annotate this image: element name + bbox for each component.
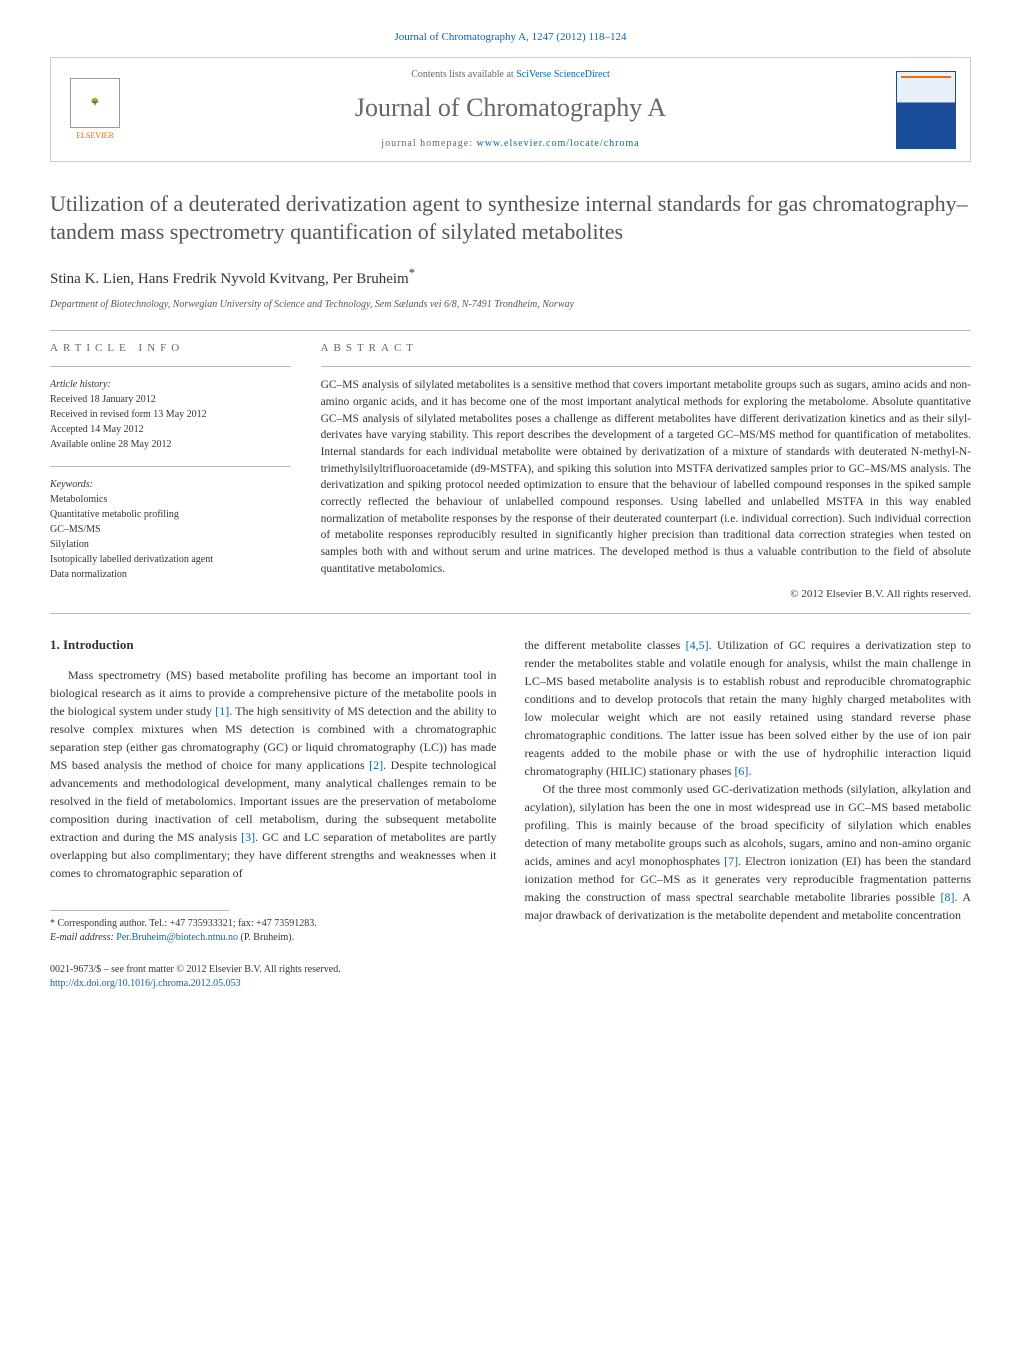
- header-center: Contents lists available at SciVerse Sci…: [139, 68, 882, 150]
- keyword: Quantitative metabolic profiling: [50, 507, 291, 522]
- info-abstract-row: article info Article history: Received 1…: [50, 341, 971, 603]
- elsevier-logo: 🌳 ELSEVIER: [65, 75, 125, 145]
- introduction-heading: 1. Introduction: [50, 636, 497, 654]
- keyword: Data normalization: [50, 567, 291, 582]
- contents-prefix: Contents lists available at: [411, 69, 516, 80]
- keyword: GC–MS/MS: [50, 522, 291, 537]
- keyword: Silylation: [50, 537, 291, 552]
- article-history: Article history: Received 18 January 201…: [50, 377, 291, 452]
- body-text-p1: Mass spectrometry (MS) based metabolite …: [50, 666, 497, 882]
- history-item: Accepted 14 May 2012: [50, 422, 291, 437]
- keyword: Isotopically labelled derivatization age…: [50, 552, 291, 567]
- publisher-label: ELSEVIER: [76, 130, 114, 141]
- history-item: Available online 28 May 2012: [50, 437, 291, 452]
- journal-name: Journal of Chromatography A: [139, 90, 882, 126]
- body-paragraph: the different metabolite classes [4,5]. …: [525, 636, 972, 924]
- keyword: Metabolomics: [50, 492, 291, 507]
- history-item: Received 18 January 2012: [50, 392, 291, 407]
- journal-reference: Journal of Chromatography A, 1247 (2012)…: [50, 30, 971, 45]
- journal-header: 🌳 ELSEVIER Contents lists available at S…: [50, 57, 971, 161]
- article-title: Utilization of a deuterated derivatizati…: [50, 190, 971, 247]
- body-column-right: the different metabolite classes [4,5]. …: [525, 636, 972, 991]
- email-label: E-mail address:: [50, 932, 116, 943]
- homepage-line: journal homepage: www.elsevier.com/locat…: [139, 137, 882, 151]
- article-info-column: article info Article history: Received 1…: [50, 341, 291, 603]
- divider: [50, 366, 291, 367]
- history-heading: Article history:: [50, 377, 291, 392]
- corresponding-marker: *: [409, 266, 415, 280]
- abstract-text: GC–MS analysis of silylated metabolites …: [321, 377, 971, 577]
- divider: [50, 613, 971, 614]
- email-suffix: (P. Bruheim).: [238, 932, 294, 943]
- homepage-prefix: journal homepage:: [381, 138, 476, 149]
- journal-cover-thumbnail: [896, 71, 956, 149]
- abstract-label: abstract: [321, 341, 971, 356]
- elsevier-tree-icon: 🌳: [70, 78, 120, 128]
- body-columns: 1. Introduction Mass spectrometry (MS) b…: [50, 636, 971, 991]
- issn-line: 0021-9673/$ – see front matter © 2012 El…: [50, 963, 497, 977]
- abstract-copyright: © 2012 Elsevier B.V. All rights reserved…: [321, 587, 971, 602]
- abstract-column: abstract GC–MS analysis of silylated met…: [321, 341, 971, 603]
- article-info-label: article info: [50, 341, 291, 356]
- homepage-link[interactable]: www.elsevier.com/locate/chroma: [477, 138, 640, 149]
- doi-link[interactable]: http://dx.doi.org/10.1016/j.chroma.2012.…: [50, 978, 241, 989]
- contents-line: Contents lists available at SciVerse Sci…: [139, 68, 882, 82]
- corresponding-email-link[interactable]: Per.Bruheim@biotech.ntnu.no: [116, 932, 238, 943]
- divider: [50, 466, 291, 467]
- sciencedirect-link[interactable]: SciVerse ScienceDirect: [516, 69, 610, 80]
- corresponding-footnote: * Corresponding author. Tel.: +47 735933…: [50, 917, 497, 945]
- authors: Stina K. Lien, Hans Fredrik Nyvold Kvitv…: [50, 271, 409, 287]
- body-text-p2: the different metabolite classes [4,5]. …: [525, 638, 972, 778]
- keywords-block: Keywords: Metabolomics Quantitative meta…: [50, 477, 291, 582]
- authors-line: Stina K. Lien, Hans Fredrik Nyvold Kvitv…: [50, 265, 971, 290]
- divider: [50, 330, 971, 331]
- footnote-text: Corresponding author. Tel.: +47 73593332…: [55, 918, 317, 929]
- divider: [321, 366, 971, 367]
- body-column-left: 1. Introduction Mass spectrometry (MS) b…: [50, 636, 497, 991]
- body-text-p3: Of the three most commonly used GC-deriv…: [525, 780, 972, 924]
- footnote-divider: [50, 910, 229, 911]
- keywords-heading: Keywords:: [50, 477, 291, 492]
- footer-info: 0021-9673/$ – see front matter © 2012 El…: [50, 963, 497, 991]
- history-item: Received in revised form 13 May 2012: [50, 407, 291, 422]
- body-paragraph: Mass spectrometry (MS) based metabolite …: [50, 666, 497, 882]
- affiliation: Department of Biotechnology, Norwegian U…: [50, 298, 971, 312]
